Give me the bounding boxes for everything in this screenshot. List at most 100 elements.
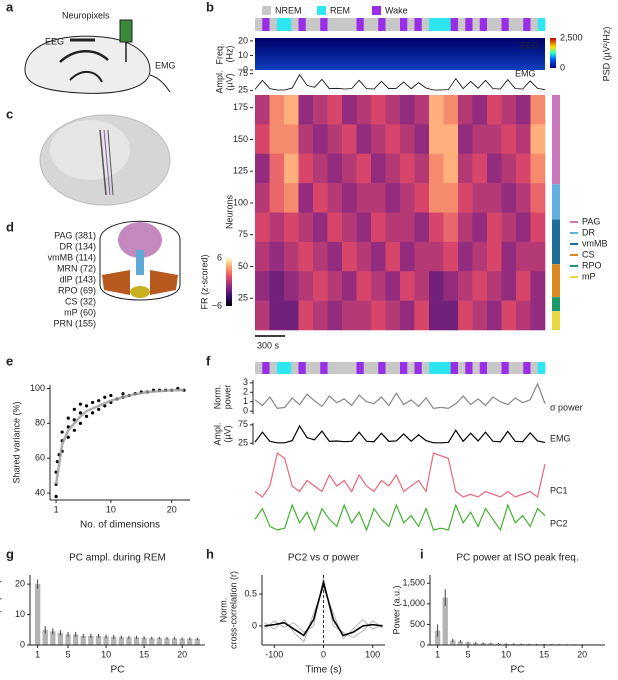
heatmap-cell xyxy=(371,212,386,243)
heatmap-cell xyxy=(414,241,430,272)
trace-label: PC1 xyxy=(550,485,568,495)
panel-label: i xyxy=(420,546,424,561)
hypnogram-epoch xyxy=(436,18,444,31)
heatmap-cell xyxy=(385,241,401,272)
hypnogram-epoch xyxy=(385,362,394,374)
heatmap-cell xyxy=(385,95,401,125)
panel-label: a xyxy=(6,0,14,14)
heatmap-cell xyxy=(255,124,270,155)
heatmap-cell xyxy=(443,271,459,301)
bar xyxy=(171,638,178,645)
heatmap-cell xyxy=(313,153,328,184)
y-tick-label: 80 xyxy=(35,418,45,428)
region-bar xyxy=(552,219,560,265)
heatmap-cell xyxy=(342,95,357,125)
hypnogram-epoch xyxy=(356,362,365,374)
heatmap-cell xyxy=(356,271,372,301)
heatmap-cell xyxy=(530,153,546,184)
psd-tick-label: 2,500 xyxy=(560,32,583,42)
hypnogram-epoch xyxy=(363,18,372,31)
x-tick-label: 10 xyxy=(106,504,116,514)
region-label: mP (60) xyxy=(64,307,96,317)
bar xyxy=(111,636,117,645)
hypnogram-epoch xyxy=(443,18,452,31)
panel-label: b xyxy=(206,0,214,14)
heatmap-cell xyxy=(487,241,502,272)
heatmap-cell xyxy=(313,300,328,331)
heatmap-cell xyxy=(458,212,473,243)
eeg-label: EEG xyxy=(45,36,64,46)
hypnogram-epoch xyxy=(429,362,437,374)
heatmap-cell xyxy=(487,300,502,331)
heatmap-cell xyxy=(458,300,473,331)
y-tick-label: 1,500 xyxy=(402,578,425,588)
region-label: PRN (155) xyxy=(53,318,96,328)
y-tick-label: 20 xyxy=(15,579,25,589)
hypnogram-epoch xyxy=(458,18,466,31)
hypnogram-epoch xyxy=(284,362,292,374)
x-tick-label: 5 xyxy=(66,649,71,659)
y-tick-label: 25 xyxy=(238,85,248,95)
hypnogram-epoch xyxy=(392,18,401,31)
heatmap-cell xyxy=(298,183,314,213)
legend-swatch xyxy=(372,6,381,15)
heatmap-cell xyxy=(269,212,285,243)
y-tick-label: 10 xyxy=(15,609,25,619)
y-axis-label: Ampl. xyxy=(212,422,222,445)
hypnogram-epoch xyxy=(262,18,270,31)
heatmap-cell xyxy=(501,183,517,213)
heatmap-cell xyxy=(443,153,459,184)
heatmap-cell xyxy=(516,271,531,301)
hypnogram-epoch xyxy=(523,18,531,31)
hypnogram-epoch xyxy=(334,18,343,31)
hypnogram-epoch xyxy=(400,18,408,31)
scatter-point xyxy=(109,393,113,398)
hypnogram-epoch xyxy=(501,18,510,31)
bar xyxy=(450,640,456,645)
heatmap-cell xyxy=(429,95,444,125)
heatmap-cell xyxy=(414,300,430,331)
heatmap-cell xyxy=(269,300,285,331)
y-tick-label: 3 xyxy=(243,377,248,387)
x-tick-label: 5 xyxy=(466,649,471,659)
hypnogram-epoch xyxy=(313,362,321,374)
psd-label: PSD (µV²/Hz) xyxy=(601,27,611,82)
cc-line xyxy=(264,579,383,637)
y-tick-label: 50 xyxy=(238,261,248,271)
heatmap-cell xyxy=(516,124,531,155)
heatmap-cell xyxy=(255,212,270,243)
heatmap-cell xyxy=(342,271,357,301)
heatmap-cell xyxy=(530,212,546,243)
region-label: dlP (143) xyxy=(60,274,96,284)
hypnogram-epoch xyxy=(508,18,517,31)
scatter-point xyxy=(60,430,64,434)
heatmap-cell xyxy=(255,271,270,301)
x-axis-label: PC xyxy=(111,665,125,676)
trace-label: PC2 xyxy=(550,518,568,528)
heatmap-cell xyxy=(385,271,401,301)
scatter-point xyxy=(54,494,58,499)
heatmap-cell xyxy=(342,124,357,155)
heatmap-cell xyxy=(371,124,386,155)
heatmap-cell xyxy=(501,153,517,184)
heatmap-cell xyxy=(516,300,531,331)
x-tick-label: 10 xyxy=(501,649,511,659)
spectrogram xyxy=(255,38,545,70)
heatmap-cell xyxy=(458,183,473,213)
heatmap-cell xyxy=(313,183,328,213)
bar xyxy=(72,634,79,645)
scale-bar-label: 300 s xyxy=(257,340,280,350)
hypnogram-epoch xyxy=(327,362,336,374)
hypnogram-epoch xyxy=(516,18,524,31)
cc-line xyxy=(264,578,383,638)
chart-title: PC ampl. during REM xyxy=(69,553,166,564)
hypnogram-epoch xyxy=(342,18,350,31)
region-bar xyxy=(552,297,560,312)
heatmap-cell xyxy=(472,300,488,331)
scatter-point xyxy=(91,400,95,405)
hypnogram-epoch xyxy=(450,18,459,31)
brainstem-section xyxy=(99,220,181,301)
y-tick-label: 0 xyxy=(243,64,248,74)
hypnogram-epoch xyxy=(363,362,372,374)
bar xyxy=(457,641,464,645)
